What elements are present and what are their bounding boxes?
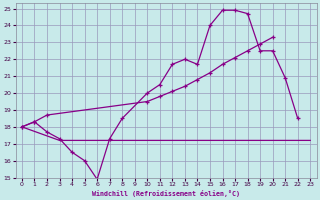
- X-axis label: Windchill (Refroidissement éolien,°C): Windchill (Refroidissement éolien,°C): [92, 190, 240, 197]
